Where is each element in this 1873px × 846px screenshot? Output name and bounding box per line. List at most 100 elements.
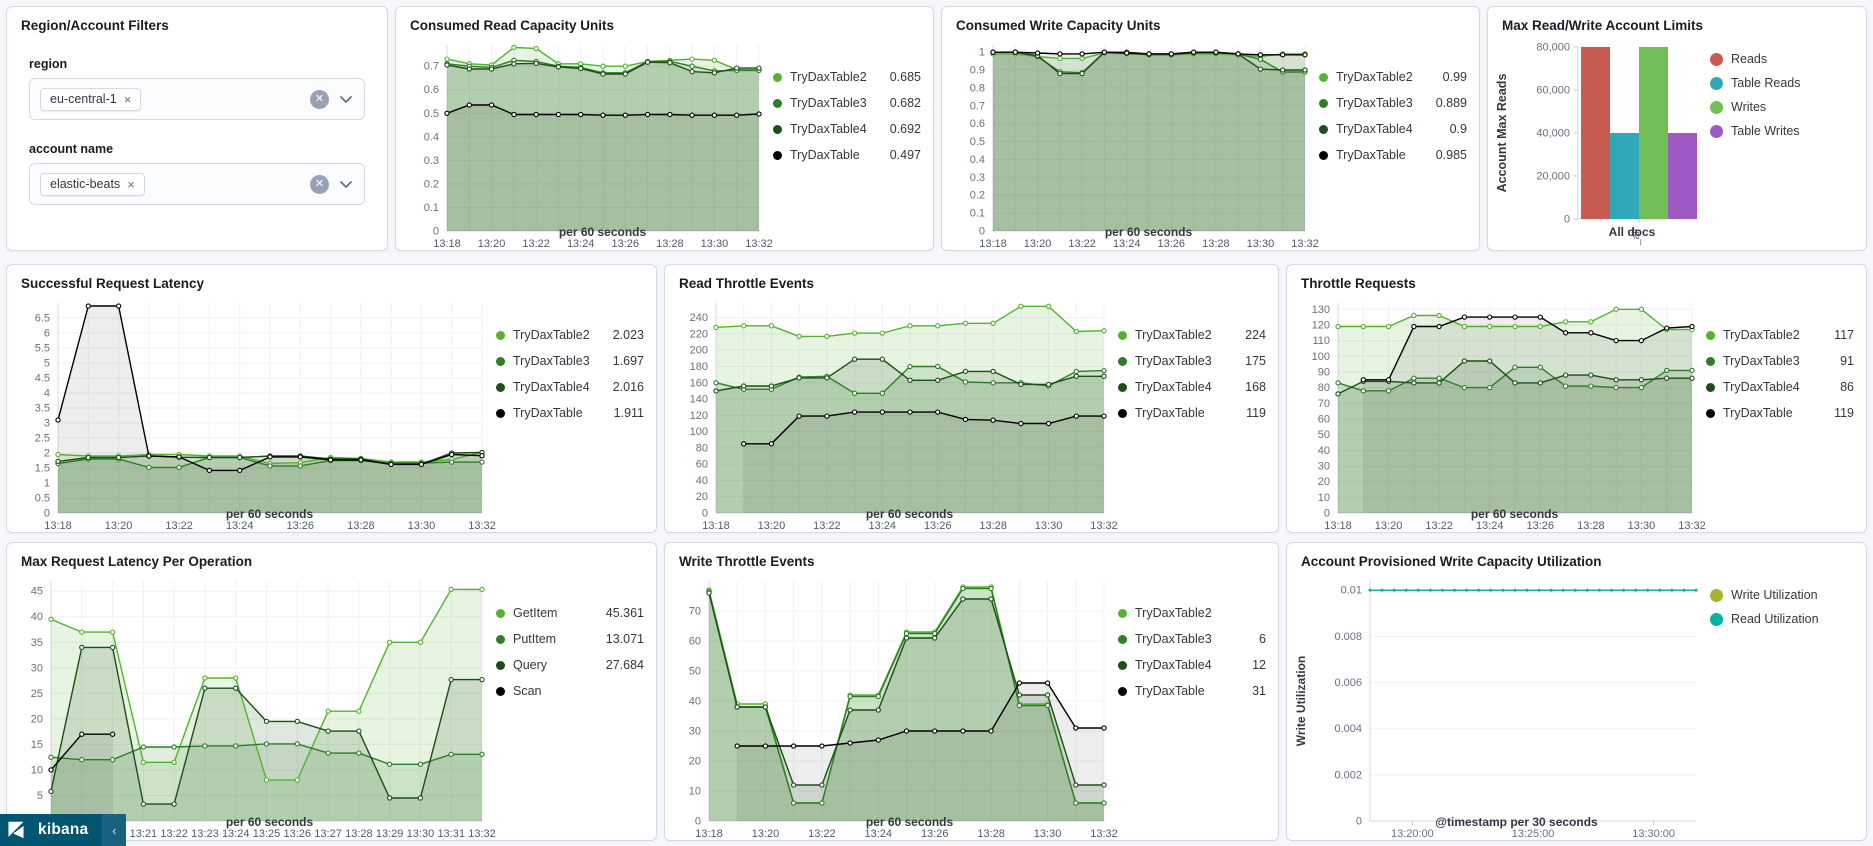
clear-all-icon[interactable]: ✕: [310, 174, 329, 194]
write-throttle-events-chart[interactable]: 0 10 20 30 40 50 60 70 13:18 13:20 13:22 13:24 13:26…: [671, 573, 1118, 840]
svg-text:0: 0: [979, 226, 985, 238]
legend-series-label: TryDaxTable: [790, 148, 860, 162]
legend-item[interactable]: Query 27.684: [496, 657, 644, 674]
svg-text:13:18: 13:18: [44, 520, 72, 532]
legend-item[interactable]: TryDaxTable 0.985: [1319, 147, 1467, 164]
svg-text:10: 10: [1318, 492, 1330, 504]
svg-text:13:26: 13:26: [1158, 238, 1186, 250]
svg-text:0.2: 0.2: [970, 190, 985, 202]
legend-item[interactable]: TryDaxTable3 91: [1706, 353, 1854, 370]
remove-icon[interactable]: ×: [127, 176, 135, 192]
panel-max-account-limits: Max Read/Write Account Limits 0 20,000 40,…: [1487, 6, 1867, 251]
legend-item[interactable]: TryDaxTable4 2.016: [496, 379, 644, 396]
svg-text:13:30: 13:30: [1628, 520, 1656, 532]
max-account-limits-bar-chart[interactable]: 0 20,000 40,000 60,000 80,000 _all Account Max…: [1494, 37, 1710, 246]
account-name-pill[interactable]: elastic-beats ×: [40, 172, 145, 196]
x-axis-label: per 60 seconds: [1104, 225, 1193, 239]
svg-text:0.2: 0.2: [424, 178, 439, 190]
remove-icon[interactable]: ×: [123, 91, 132, 107]
successful-request-latency-chart[interactable]: 0 0.5 1 1.5 2 2.5 3 3.5 4 4.5 5 5.5 6 6.5 13:18 13:20 13…: [13, 295, 496, 532]
legend-item[interactable]: Table Reads: [1710, 75, 1854, 92]
clear-all-icon[interactable]: ✕: [310, 89, 329, 109]
region-pill-label: eu-central-1: [50, 92, 117, 106]
panel-write-capacity-utilization: Account Provisioned Write Capacity Utili…: [1286, 542, 1867, 841]
legend-item[interactable]: Scan: [496, 683, 644, 700]
legend-item[interactable]: TryDaxTable3 0.682: [773, 95, 921, 112]
consumed-write-capacity-chart[interactable]: 0 0.1 0.2 0.3 0.4 0.5 0.6 0.7 0.8 0.9 1 13:18 13:20 1…: [948, 37, 1319, 250]
consumed-read-capacity-chart[interactable]: 0 0.1 0.2 0.3 0.4 0.5 0.6 0.7 13:18 13:20 13:22 13:…: [402, 37, 773, 250]
svg-text:6: 6: [44, 328, 50, 340]
legend-series-value: 2.016: [612, 380, 644, 394]
legend-item[interactable]: GetItem 45.361: [496, 605, 644, 622]
max-request-latency-chart[interactable]: 05101520253035404513:1813:1913:2013:2113…: [13, 573, 496, 840]
legend-series-dot-icon: [1118, 661, 1127, 670]
legend-series-value: 91: [1840, 354, 1854, 368]
read-throttle-events-chart[interactable]: 0 20 40 60 80 100 120 140 160 180 200 220 240 13:18 13…: [671, 295, 1118, 532]
legend-series-value: 0.685: [889, 70, 921, 84]
legend-item[interactable]: Writes: [1710, 99, 1854, 116]
svg-text:130: 130: [1312, 304, 1330, 316]
svg-text:40,000: 40,000: [1536, 128, 1570, 140]
legend-item[interactable]: PutItem 13.071: [496, 631, 644, 648]
legend-item[interactable]: TryDaxTable2 0.99: [1319, 69, 1467, 86]
legend-item[interactable]: TryDaxTable4 12: [1118, 657, 1266, 674]
chevron-down-icon[interactable]: [338, 176, 354, 192]
legend-item[interactable]: TryDaxTable4 86: [1706, 379, 1854, 396]
svg-text:90: 90: [1318, 366, 1330, 378]
svg-text:3.5: 3.5: [35, 403, 50, 415]
legend-item[interactable]: TryDaxTable 119: [1706, 405, 1854, 422]
x-axis-label: per 60 seconds: [558, 225, 647, 239]
legend-series-label: GetItem: [513, 606, 558, 620]
account-name-combobox[interactable]: elastic-beats × ✕: [29, 163, 365, 205]
svg-text:40: 40: [1318, 445, 1330, 457]
legend-series-dot-icon: [496, 609, 505, 618]
legend-series-dot-icon: [1706, 409, 1715, 418]
svg-text:0: 0: [1356, 816, 1362, 828]
legend-series-dot-icon: [496, 357, 505, 366]
chevron-down-icon[interactable]: [338, 91, 354, 107]
legend-item[interactable]: TryDaxTable2 117: [1706, 327, 1854, 344]
svg-text:13:26: 13:26: [284, 828, 312, 840]
svg-text:13:18: 13:18: [1324, 520, 1352, 532]
throttle-requests-chart[interactable]: 0 10 20 30 40 50 60 70 80 90 100 110 120 130 13:18 13:2…: [1293, 295, 1706, 532]
legend-series-dot-icon: [1706, 331, 1715, 340]
region-combobox[interactable]: eu-central-1 × ✕: [29, 78, 365, 120]
legend-item[interactable]: TryDaxTable2 224: [1118, 327, 1266, 344]
svg-text:13:24: 13:24: [226, 520, 254, 532]
region-pill[interactable]: eu-central-1 ×: [40, 87, 142, 111]
legend-item[interactable]: Reads: [1710, 51, 1854, 68]
panel-consumed-write-capacity: Consumed Write Capacity Units 0 0.1 0.2 0.3…: [941, 6, 1480, 251]
legend-item[interactable]: TryDaxTable 0.497: [773, 147, 921, 164]
legend-item[interactable]: Read Utilization: [1710, 611, 1854, 628]
legend-item[interactable]: TryDaxTable3 1.697: [496, 353, 644, 370]
legend-item[interactable]: TryDaxTable 31: [1118, 683, 1266, 700]
legend-item[interactable]: TryDaxTable3 6: [1118, 631, 1266, 648]
legend-series-label: PutItem: [513, 632, 557, 646]
legend-item[interactable]: TryDaxTable3 175: [1118, 353, 1266, 370]
legend-item[interactable]: TryDaxTable2 0.685: [773, 69, 921, 86]
legend-series-dot-icon: [1118, 635, 1127, 644]
legend-item[interactable]: TryDaxTable4 0.692: [773, 121, 921, 138]
svg-text:13:22: 13:22: [1068, 238, 1096, 250]
svg-text:220: 220: [690, 328, 708, 340]
legend-series-label: TryDaxTable3: [790, 96, 867, 110]
legend-item[interactable]: TryDaxTable4 0.9: [1319, 121, 1467, 138]
legend-item[interactable]: TryDaxTable4 168: [1118, 379, 1266, 396]
legend-item[interactable]: TryDaxTable2 2.023: [496, 327, 644, 344]
legend-item[interactable]: TryDaxTable2: [1118, 605, 1266, 622]
legend-item[interactable]: Table Writes: [1710, 123, 1854, 140]
svg-text:13:22: 13:22: [1425, 520, 1453, 532]
legend-item[interactable]: TryDaxTable 1.911: [496, 405, 644, 422]
legend-item[interactable]: TryDaxTable 119: [1118, 405, 1266, 422]
svg-text:15: 15: [31, 739, 43, 751]
write-capacity-utilization-chart[interactable]: 0 0.002 0.004 0.006 0.008 0.01 13:20:00 13:25:0…: [1293, 573, 1710, 840]
legend-series-dot-icon: [1118, 383, 1127, 392]
legend-series-label: TryDaxTable: [1336, 148, 1406, 162]
legend-item[interactable]: Write Utilization: [1710, 587, 1854, 604]
collapse-sidebar-button[interactable]: ‹: [102, 814, 127, 846]
legend-item[interactable]: TryDaxTable3 0.889: [1319, 95, 1467, 112]
svg-text:0: 0: [44, 508, 50, 520]
svg-text:13:23: 13:23: [191, 828, 219, 840]
panel-title: Write Throttle Events: [679, 554, 815, 569]
